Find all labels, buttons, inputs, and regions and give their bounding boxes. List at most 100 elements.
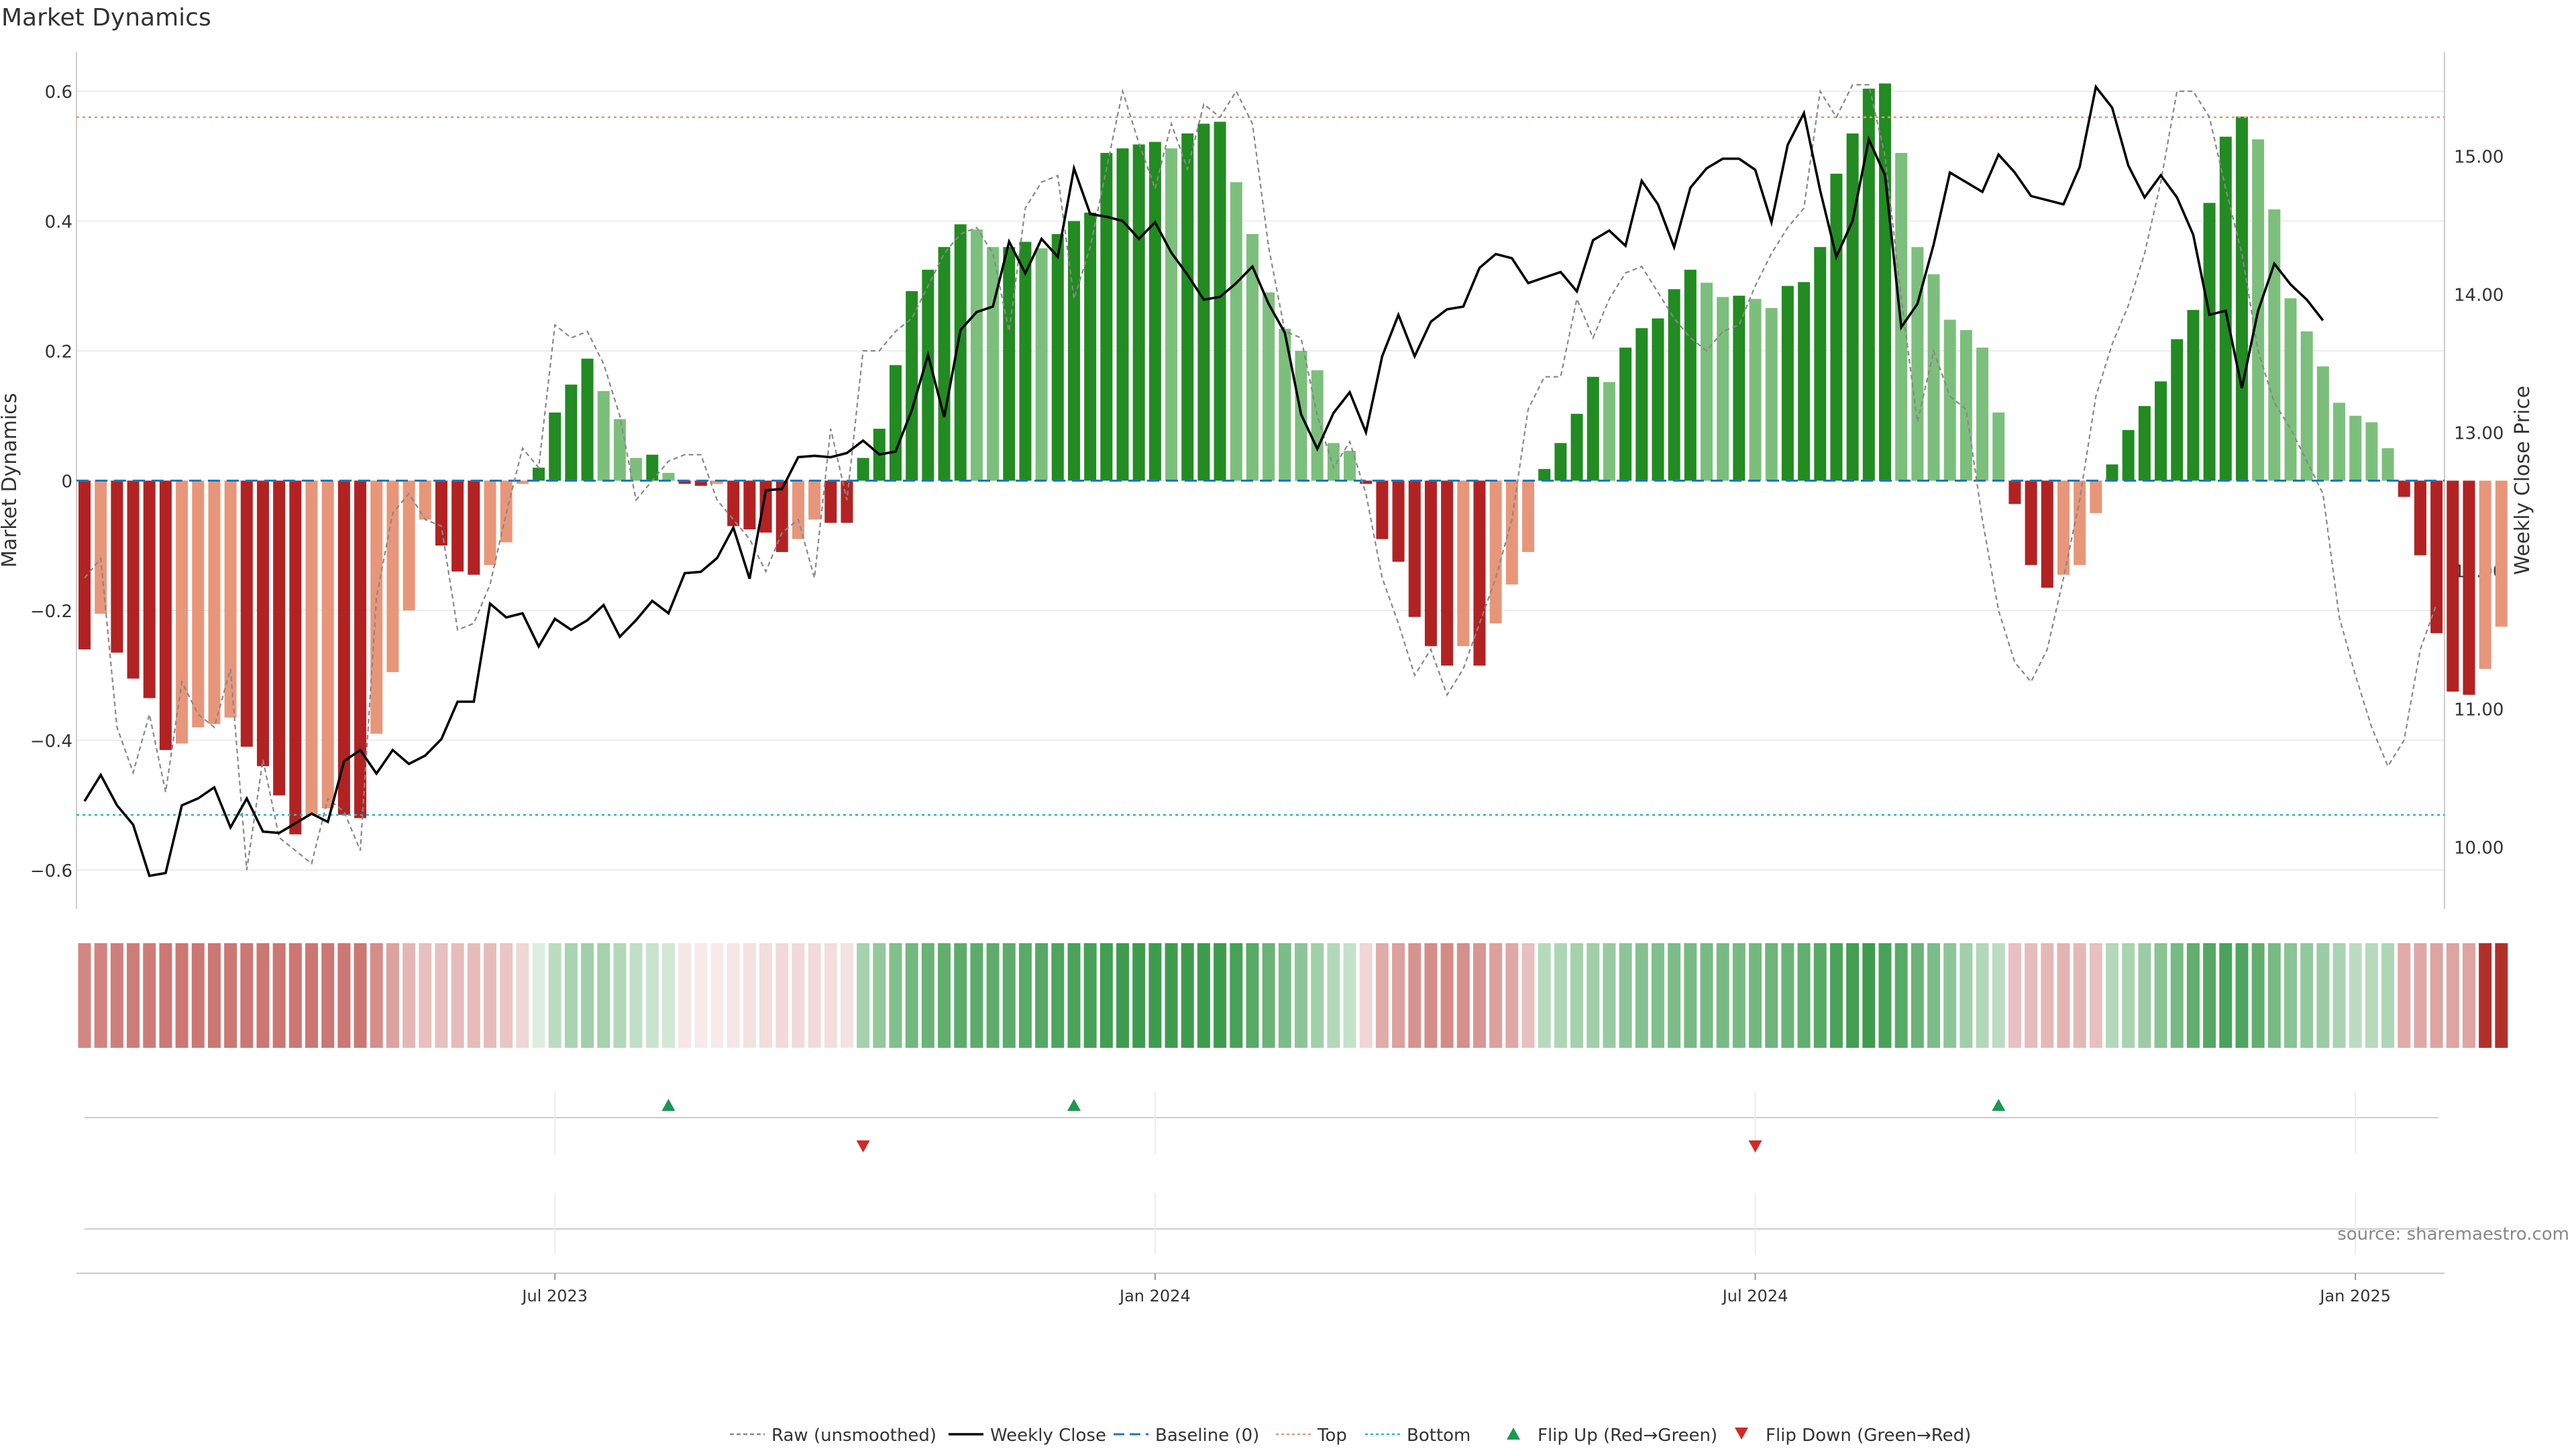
flip-panel-grid xyxy=(554,1092,2357,1154)
dynamics-bar xyxy=(2268,209,2281,481)
strength-cell xyxy=(548,943,561,1048)
legend-item-baseline: Baseline (0) xyxy=(1114,1426,1259,1446)
dynamics-bar xyxy=(2008,480,2021,504)
legend-label: Raw (unsmoothed) xyxy=(771,1426,936,1446)
legend-item-bottom: Bottom xyxy=(1365,1426,1470,1446)
strength-cell xyxy=(824,943,837,1048)
x-tick-label: Jan 2024 xyxy=(1118,1287,1191,1305)
strength-cell xyxy=(1489,943,1503,1048)
strength-cell xyxy=(1749,943,1762,1048)
dynamics-bar xyxy=(1717,297,1729,481)
y-tick-label: 0 xyxy=(61,472,72,492)
strength-cell xyxy=(370,943,383,1048)
legend-item-flip_up: Flip Up (Red→Green) xyxy=(1507,1426,1717,1446)
strength-cell xyxy=(1002,943,1016,1048)
strength-cell xyxy=(678,943,692,1048)
dynamics-bar xyxy=(1635,328,1648,481)
strength-cell xyxy=(1976,943,1989,1048)
dynamics-bar xyxy=(1279,329,1291,481)
strength-cell xyxy=(727,943,740,1048)
legend-label: Weekly Close xyxy=(990,1426,1106,1446)
dynamics-bar xyxy=(386,480,399,672)
strength-cell xyxy=(2041,943,2054,1048)
dynamics-bar xyxy=(1538,469,1551,481)
strength-cell xyxy=(2479,943,2492,1048)
strength-cell xyxy=(1570,943,1584,1048)
strength-cell xyxy=(272,943,286,1048)
dynamics-bar xyxy=(402,480,415,610)
flip-up-marker xyxy=(1067,1099,1081,1111)
y-tick-label: −0.6 xyxy=(30,861,72,881)
legend-label: Bottom xyxy=(1407,1426,1470,1446)
dynamics-bar xyxy=(857,458,869,481)
flip-markers xyxy=(661,1099,2006,1152)
strength-cell xyxy=(1829,943,1843,1048)
strength-cell xyxy=(743,943,756,1048)
strength-cell xyxy=(645,943,659,1048)
strength-cell xyxy=(256,943,270,1048)
dynamics-bar xyxy=(1489,480,1502,624)
strength-cell xyxy=(337,943,351,1048)
strength-cell xyxy=(2186,943,2200,1048)
strength-cell xyxy=(613,943,627,1048)
dynamics-bar xyxy=(613,419,626,481)
dynamics-bar xyxy=(111,480,123,653)
strength-cell xyxy=(1505,943,1519,1048)
strength-cell xyxy=(1538,943,1551,1048)
strength-cell xyxy=(1214,943,1227,1048)
strength-cell xyxy=(2203,943,2216,1048)
strength-cell xyxy=(1781,943,1794,1048)
flip-down-marker xyxy=(856,1140,870,1152)
strength-cell xyxy=(1165,943,1178,1048)
dynamics-bar xyxy=(1116,148,1129,481)
dynamics-bar xyxy=(1765,308,1778,481)
dynamics-bar xyxy=(176,480,189,744)
y2-tick-label: 10.00 xyxy=(2454,838,2504,858)
strength-cell xyxy=(970,943,983,1048)
strength-cell xyxy=(1619,943,1632,1048)
weekly-close-line xyxy=(83,84,2324,877)
main-panel: 0.60.40.20−0.2−0.4−0.6 15.0014.0013.0012… xyxy=(0,52,2534,909)
bottom-panel-grid xyxy=(554,1193,2357,1254)
dynamics-bar xyxy=(2398,480,2410,497)
strength-cell xyxy=(500,943,513,1048)
dynamics-bar xyxy=(792,480,804,539)
dynamics-bar xyxy=(1798,282,1811,481)
strength-cell xyxy=(905,943,918,1048)
strength-cell xyxy=(1035,943,1049,1048)
dynamics-bar xyxy=(419,480,431,520)
dynamics-bar xyxy=(1230,182,1242,481)
dynamics-bar xyxy=(337,480,350,815)
dynamics-bar xyxy=(1181,133,1194,481)
legend-swatch xyxy=(1507,1428,1520,1440)
x-tick-label: Jan 2025 xyxy=(2318,1287,2391,1305)
strength-cell xyxy=(1927,943,1941,1048)
dynamics-bar xyxy=(906,291,918,481)
dynamics-bar xyxy=(1263,292,1275,481)
dynamics-bar xyxy=(1830,173,1843,481)
dynamics-bar xyxy=(1603,382,1615,481)
dynamics-bar xyxy=(549,412,561,481)
dynamics-bar xyxy=(1927,274,1940,481)
strength-cell xyxy=(288,943,302,1048)
dynamics-bar xyxy=(1814,247,1827,481)
strength-cell xyxy=(1246,943,1259,1048)
dynamics-bar xyxy=(1701,282,1713,481)
strength-cell xyxy=(2251,943,2265,1048)
strength-cell xyxy=(1716,943,1729,1048)
dynamics-bar xyxy=(694,480,707,486)
strength-cell xyxy=(94,943,107,1048)
flip-panel xyxy=(85,1092,2438,1154)
dynamics-bar xyxy=(2333,402,2346,481)
dynamics-bar xyxy=(938,247,951,481)
dynamics-bar xyxy=(1943,319,1956,481)
strength-cell xyxy=(1472,943,1486,1048)
dynamics-bar xyxy=(646,454,659,481)
dynamics-bar xyxy=(1522,480,1535,552)
right-axis-label: Weekly Close Price xyxy=(2511,386,2534,575)
strength-cell xyxy=(1911,943,1924,1048)
dynamics-bar xyxy=(256,480,269,767)
y2-tick-label: 11.00 xyxy=(2454,700,2504,720)
strength-cell xyxy=(792,943,805,1048)
